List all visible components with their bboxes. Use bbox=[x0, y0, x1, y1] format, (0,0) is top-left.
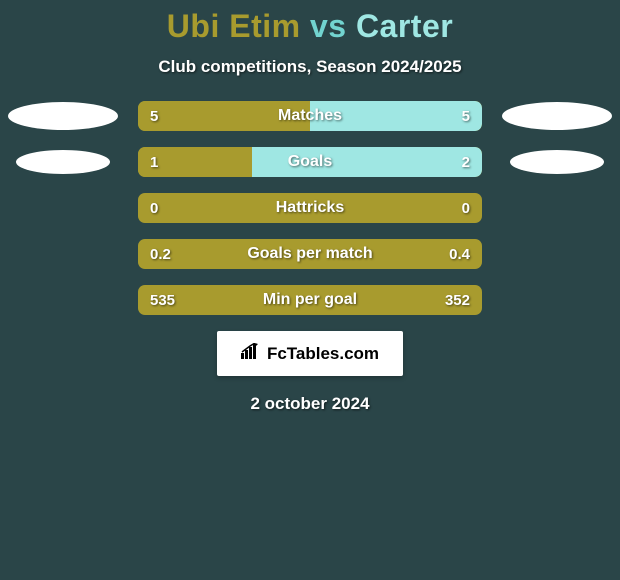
left-slot bbox=[8, 148, 118, 176]
stat-bar: 00Hattricks bbox=[138, 193, 482, 223]
stat-row: 00Hattricks bbox=[0, 193, 620, 223]
right-slot bbox=[502, 148, 612, 176]
stat-row: 55Matches bbox=[0, 101, 620, 131]
branding-text: FcTables.com bbox=[267, 344, 379, 364]
player1-ellipse bbox=[8, 102, 118, 130]
right-slot bbox=[502, 240, 612, 268]
page-title: Ubi Etim vs Carter bbox=[0, 8, 620, 45]
left-slot bbox=[8, 240, 118, 268]
subtitle: Club competitions, Season 2024/2025 bbox=[0, 57, 620, 77]
branding-badge: FcTables.com bbox=[217, 331, 403, 376]
stat-label: Min per goal bbox=[138, 285, 482, 315]
vs-text: vs bbox=[310, 8, 347, 44]
left-slot bbox=[8, 286, 118, 314]
left-slot bbox=[8, 102, 118, 130]
stat-label: Goals bbox=[138, 147, 482, 177]
branding-wrap: FcTables.com bbox=[0, 331, 620, 376]
player1-ellipse bbox=[16, 150, 110, 174]
stat-row: 535352Min per goal bbox=[0, 285, 620, 315]
stat-label: Matches bbox=[138, 101, 482, 131]
right-slot bbox=[502, 286, 612, 314]
stat-bar: 12Goals bbox=[138, 147, 482, 177]
stat-bar: 55Matches bbox=[138, 101, 482, 131]
chart-bars-icon bbox=[241, 343, 261, 364]
player2-ellipse bbox=[510, 150, 604, 174]
left-slot bbox=[8, 194, 118, 222]
stat-rows: 55Matches 12Goals 00Hattricks 0.20.4Goals p… bbox=[0, 101, 620, 315]
stat-bar: 0.20.4Goals per match bbox=[138, 239, 482, 269]
stat-label: Hattricks bbox=[138, 193, 482, 223]
stat-row: 12Goals bbox=[0, 147, 620, 177]
comparison-infographic: Ubi Etim vs Carter Club competitions, Se… bbox=[0, 0, 620, 414]
player2-ellipse bbox=[502, 102, 612, 130]
stat-label: Goals per match bbox=[138, 239, 482, 269]
stat-row: 0.20.4Goals per match bbox=[0, 239, 620, 269]
player2-name: Carter bbox=[356, 8, 453, 44]
right-slot bbox=[502, 194, 612, 222]
player1-name: Ubi Etim bbox=[167, 8, 301, 44]
right-slot bbox=[502, 102, 612, 130]
stat-bar: 535352Min per goal bbox=[138, 285, 482, 315]
footer-date: 2 october 2024 bbox=[0, 394, 620, 414]
